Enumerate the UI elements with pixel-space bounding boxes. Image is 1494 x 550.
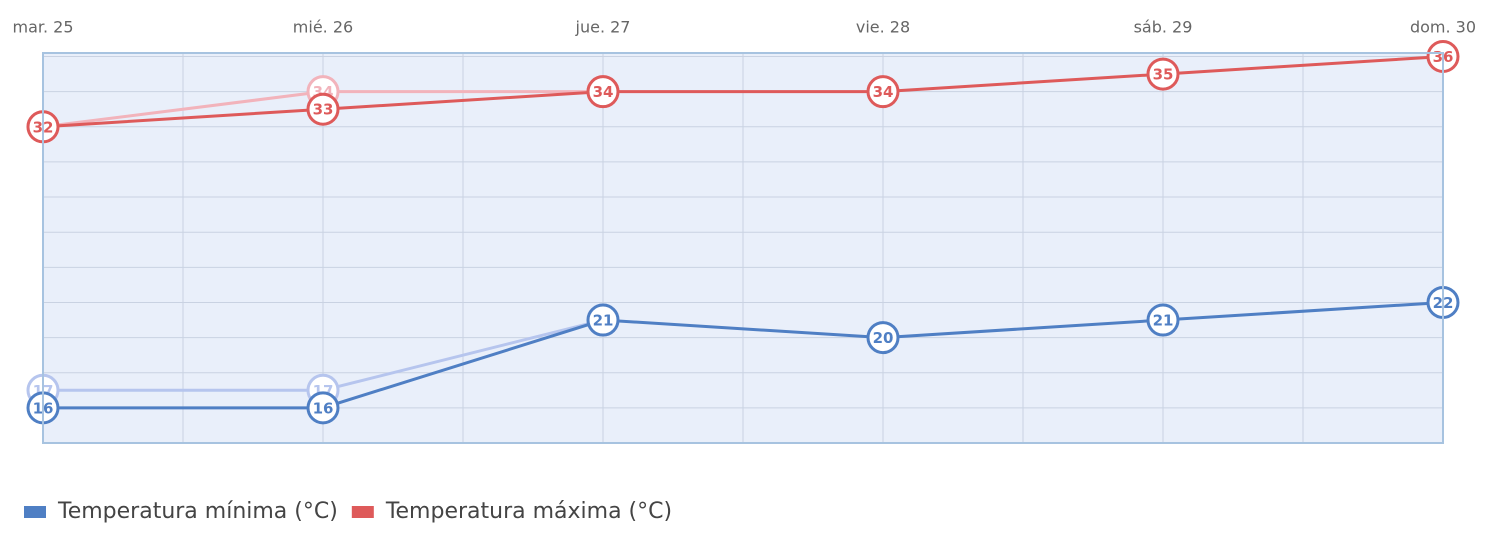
data-label: 34 xyxy=(873,83,894,101)
series-line xyxy=(42,55,1444,129)
lines: 323434171721161621202122323334343536 xyxy=(26,40,1460,425)
point xyxy=(866,321,900,355)
legend-swatch xyxy=(351,506,374,518)
data-label: 16 xyxy=(313,399,334,417)
x-tick-label: jue. 27 xyxy=(575,18,631,37)
legend: Temperatura mínima (°C) Temperatura máxim… xyxy=(24,499,672,524)
point xyxy=(306,391,340,425)
series-line xyxy=(43,300,1444,410)
data-label: 21 xyxy=(593,312,614,330)
legend-swatch xyxy=(24,506,46,518)
x-tick-label: dom. 30 xyxy=(1410,18,1476,37)
point xyxy=(306,92,340,126)
data-label: 21 xyxy=(1153,312,1174,330)
point xyxy=(586,75,620,109)
legend-label: Temperatura máxima (°C) xyxy=(385,499,672,524)
x-tick-label: sáb. 29 xyxy=(1134,18,1193,37)
point xyxy=(586,303,620,337)
legend-label: Temperatura mínima (°C) xyxy=(57,499,338,524)
x-tick-label: mar. 25 xyxy=(12,18,73,37)
point xyxy=(866,75,900,109)
x-tick-label: vie. 28 xyxy=(856,18,910,37)
data-label: 35 xyxy=(1153,66,1174,84)
x-tick-label: mié. 26 xyxy=(293,18,353,37)
data-label: 20 xyxy=(873,329,894,347)
point xyxy=(1146,303,1180,337)
data-label: 33 xyxy=(313,101,334,119)
point xyxy=(1146,57,1180,91)
plot-border xyxy=(42,52,1444,444)
data-label: 34 xyxy=(593,83,614,101)
